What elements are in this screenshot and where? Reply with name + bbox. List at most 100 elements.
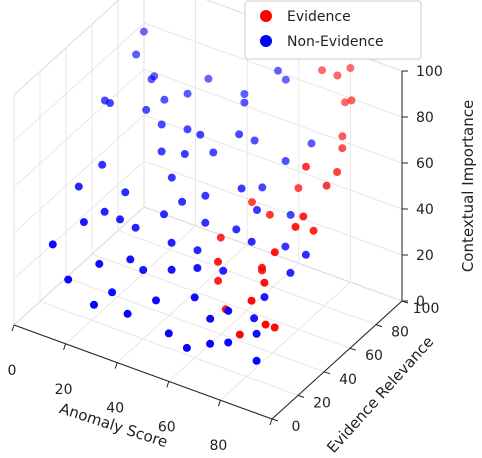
gridline-y-floor (39, 301, 299, 396)
x-tick-mark (63, 343, 67, 350)
legend-marker-evidence (260, 10, 272, 22)
non-evidence-point (132, 50, 141, 59)
evidence-point (258, 263, 266, 272)
non-evidence-point (139, 266, 148, 274)
non-evidence-point (147, 75, 156, 84)
y-tick-label: 80 (391, 325, 409, 341)
left-wall-pane (13, 0, 145, 327)
gridline-x-floor (220, 281, 351, 401)
z-tick-label: 0 (416, 294, 425, 310)
evidence-point (299, 212, 308, 221)
evidence-point (261, 320, 270, 329)
evidence-point (346, 64, 355, 72)
non-evidence-point (64, 275, 73, 284)
non-evidence-point (183, 89, 192, 98)
gridline-z-left (13, 68, 145, 188)
evidence-point (302, 162, 310, 171)
evidence-point (338, 144, 347, 153)
non-evidence-point (281, 242, 290, 251)
evidence-point (338, 132, 347, 141)
non-evidence-point (250, 136, 259, 145)
non-evidence-point (116, 215, 124, 224)
axes (11, 70, 409, 426)
non-evidence-point (164, 329, 173, 338)
non-evidence-point (206, 314, 215, 323)
non-evidence-point (106, 99, 114, 108)
legend-frame (244, 0, 422, 60)
non-evidence-point (142, 105, 151, 114)
legend-label-evidence: Evidence (287, 9, 351, 25)
z-axis-label: Contextual Importance (459, 100, 477, 272)
non-evidence-point (204, 74, 213, 83)
non-evidence-point (281, 75, 290, 84)
x-tick-mark (11, 324, 15, 332)
gridline-z-left (13, 114, 145, 234)
non-evidence-point (160, 95, 169, 104)
non-evidence-point (201, 191, 210, 200)
gridline-z-left (13, 22, 145, 142)
y-tick-label: 60 (365, 348, 383, 364)
x-tick-label: 80 (209, 438, 227, 454)
non-evidence-point (121, 188, 130, 197)
non-evidence-point (123, 309, 132, 318)
evidence-point (309, 226, 318, 235)
x-tick-mark (166, 381, 170, 388)
non-evidence-point (301, 250, 310, 259)
non-evidence-point (193, 246, 202, 255)
evidence-point (291, 222, 300, 231)
non-evidence-point (307, 139, 316, 148)
non-evidence-point (190, 293, 199, 302)
non-evidence-point (95, 259, 104, 268)
non-evidence-point (237, 184, 246, 193)
non-evidence-point (286, 268, 295, 277)
y-tick-label: 100 (413, 301, 440, 317)
y-tick-mark (271, 418, 279, 422)
non-evidence-point (258, 183, 267, 192)
gridline-z-back (143, 68, 403, 164)
gridline-z-back (143, 22, 403, 118)
evidence-point (270, 248, 279, 257)
non-evidence-point (98, 160, 107, 169)
non-evidence-point (224, 306, 233, 315)
evidence-point (322, 181, 331, 190)
gridline-z-back (143, 114, 403, 210)
non-evidence-point (160, 210, 168, 219)
non-evidence-point (126, 255, 135, 264)
y-tick-mark (323, 371, 331, 375)
gridline-y-floor (117, 230, 377, 325)
z-tick-label: 80 (416, 110, 434, 126)
non-evidence-point (286, 210, 295, 219)
data-points (48, 27, 356, 365)
evidence-point (347, 96, 356, 105)
y-axis-line (271, 300, 403, 420)
non-evidence-point (219, 266, 228, 275)
axes-panes (13, 0, 403, 420)
legend-label-non-evidence: Non-Evidence (287, 34, 384, 50)
evidence-point (216, 233, 225, 242)
non-evidence-point (167, 173, 176, 182)
evidence-point (318, 66, 326, 75)
non-evidence-point (250, 314, 259, 323)
non-evidence-point (209, 148, 218, 157)
non-evidence-point (247, 237, 256, 246)
evidence-point (294, 184, 303, 193)
z-tick-label: 40 (416, 202, 434, 218)
gridline-z-back (143, 160, 403, 256)
non-evidence-point (232, 225, 241, 234)
y-tick-mark (297, 394, 305, 398)
non-evidence-point (152, 296, 160, 305)
z-tick-label: 60 (416, 156, 434, 172)
non-evidence-point (240, 90, 249, 98)
non-evidence-point (157, 120, 166, 129)
evidence-point (260, 278, 269, 287)
non-evidence-point (180, 150, 189, 158)
non-evidence-point (193, 264, 202, 272)
non-evidence-point (252, 356, 261, 365)
non-evidence-point (235, 130, 244, 139)
x-tick-mark (217, 400, 221, 407)
gridline-x-floor (116, 244, 248, 363)
x-tick-label: 40 (106, 401, 124, 417)
non-evidence-point (100, 207, 109, 216)
non-evidence-point (281, 157, 290, 165)
